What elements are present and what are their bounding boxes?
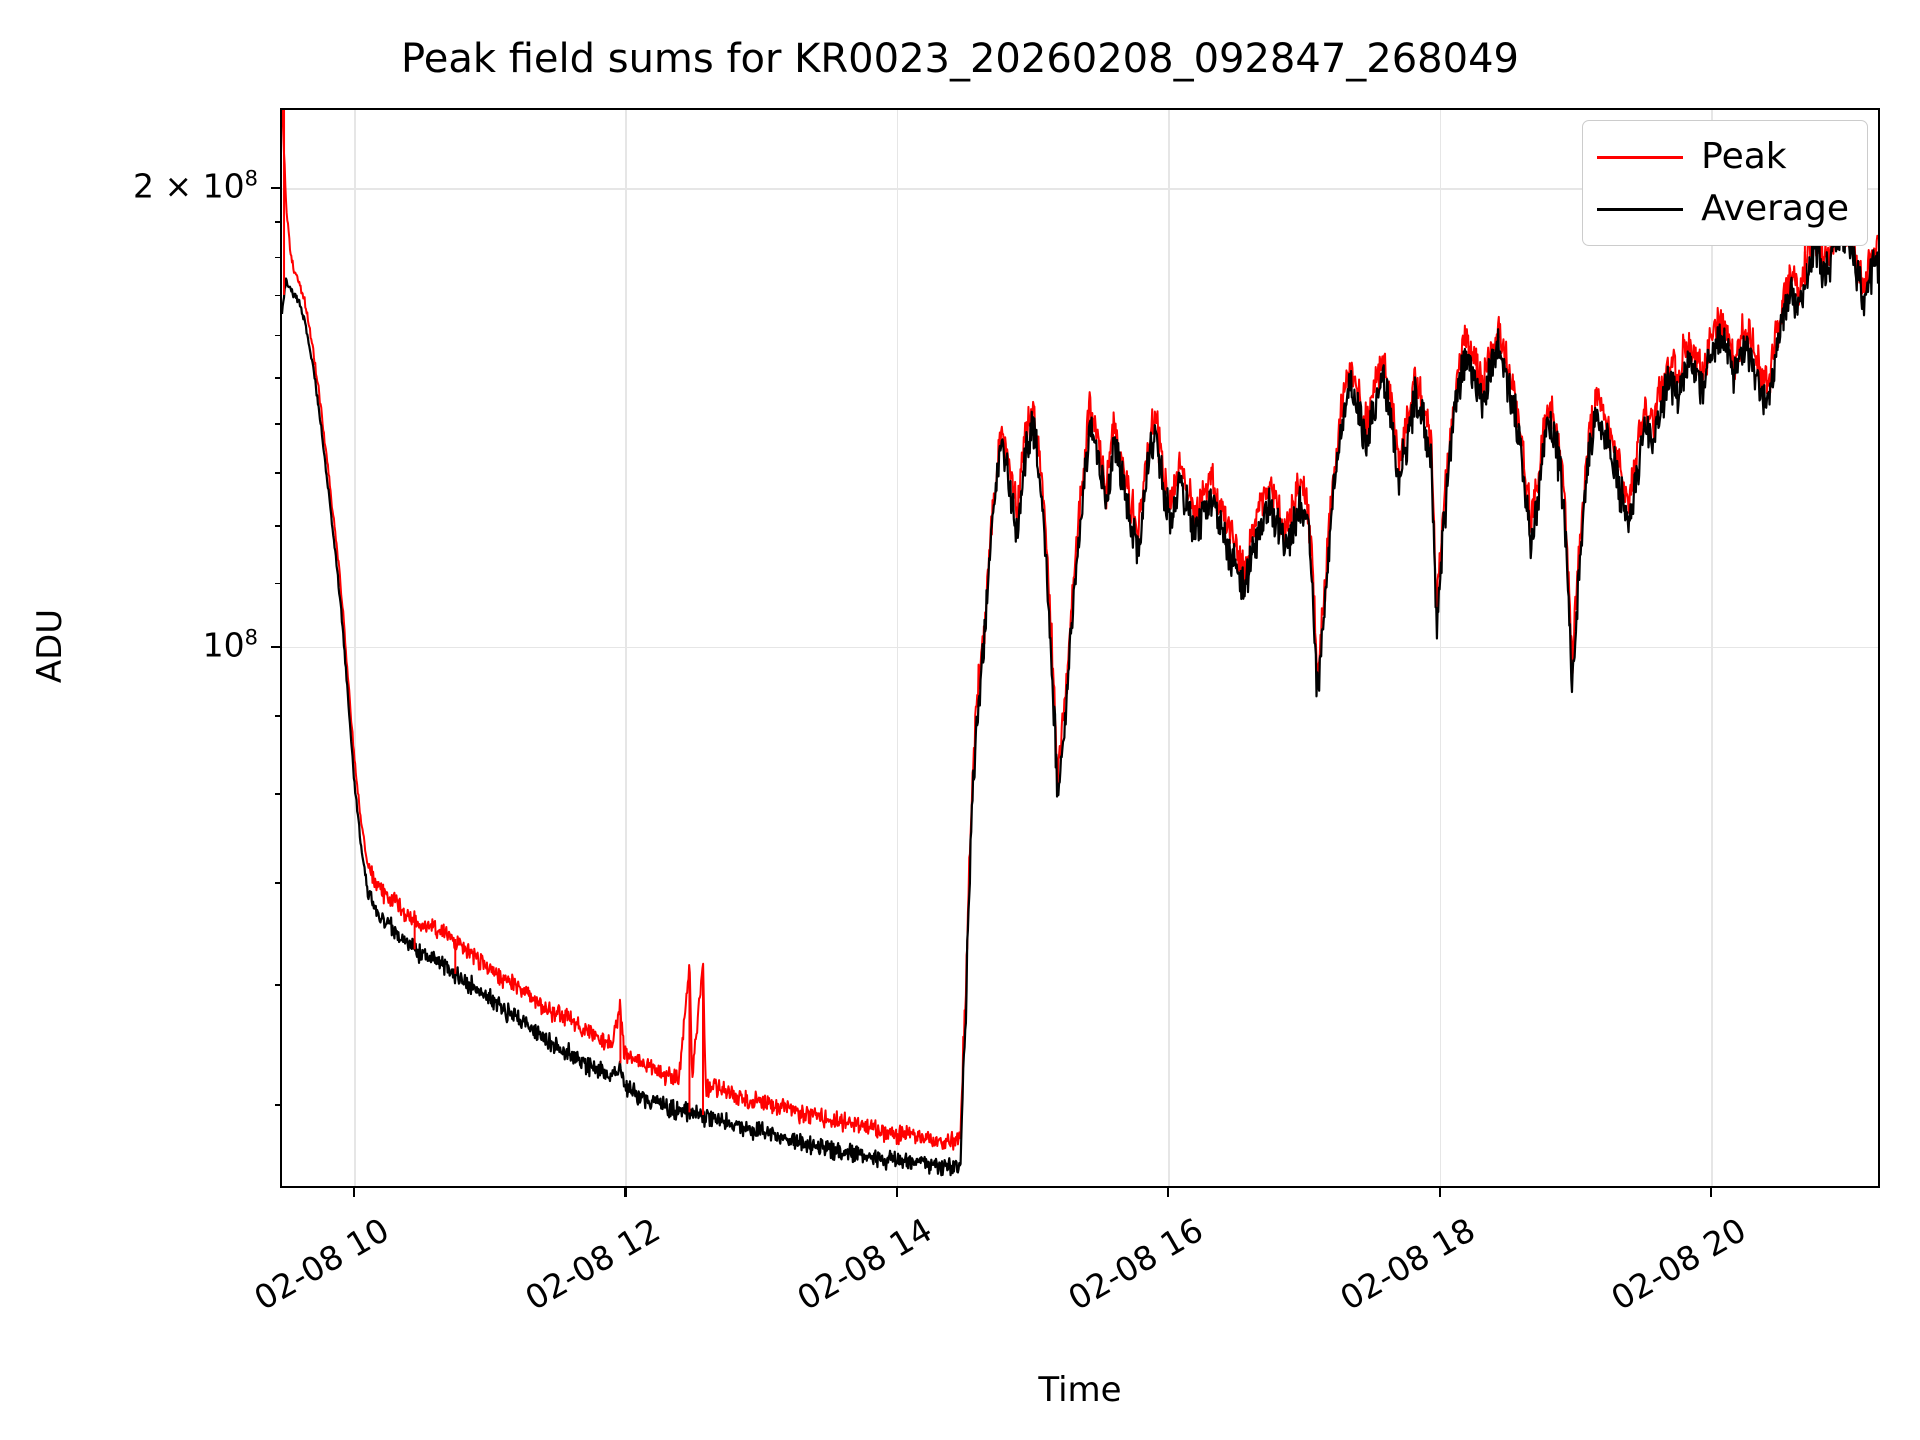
x-tick-mark bbox=[1438, 1186, 1441, 1197]
y-tick-label-exponent: 8 bbox=[244, 166, 258, 191]
legend[interactable]: Peak Average bbox=[1582, 120, 1868, 246]
gridline-vertical bbox=[896, 110, 899, 1186]
page-title: Peak field sums for KR0023_20260208_0928… bbox=[401, 36, 1519, 82]
plot-area: Peak Average bbox=[271, 108, 1880, 1197]
legend-label-average: Average bbox=[1701, 188, 1849, 229]
x-tick-label: 02-08 18 bbox=[1333, 1210, 1482, 1318]
x-tick-label: 02-08 14 bbox=[790, 1210, 939, 1318]
gridline-vertical bbox=[1439, 110, 1442, 1186]
y-tick-label-mantissa: 10 bbox=[202, 625, 245, 665]
legend-item-average[interactable]: Average bbox=[1597, 183, 1849, 235]
y-tick-label: 108 bbox=[40, 625, 258, 664]
x-tick-label: 02-08 12 bbox=[518, 1210, 667, 1318]
y-tick-minor bbox=[275, 793, 282, 796]
y-tick-minor bbox=[275, 983, 282, 986]
y-tick-mark bbox=[271, 645, 282, 648]
y-tick-label-mantissa: 2 × 10 bbox=[133, 166, 245, 206]
gridline-horizontal bbox=[282, 187, 1878, 190]
y-tick-minor bbox=[275, 525, 282, 527]
gridline-vertical bbox=[1168, 110, 1170, 1186]
legend-swatch-peak bbox=[1597, 155, 1684, 159]
y-tick-minor bbox=[275, 472, 282, 474]
grid-layer bbox=[282, 110, 1878, 1186]
gridline-vertical bbox=[1711, 110, 1713, 1186]
y-tick-minor bbox=[275, 377, 282, 380]
y-tick-label: 2 × 108 bbox=[40, 166, 258, 205]
x-tick-mark bbox=[895, 1186, 898, 1197]
y-tick-minor bbox=[275, 294, 282, 297]
x-tick-mark bbox=[624, 1186, 627, 1197]
legend-item-peak[interactable]: Peak bbox=[1597, 131, 1849, 183]
series-line-average bbox=[282, 214, 1878, 1176]
x-tick-mark bbox=[1710, 1186, 1713, 1197]
legend-swatch-average bbox=[1597, 207, 1684, 211]
y-tick-minor bbox=[275, 220, 282, 223]
x-axis-label: Time bbox=[1038, 1370, 1122, 1410]
x-tick-label: 02-08 10 bbox=[247, 1210, 396, 1318]
y-tick-minor bbox=[275, 715, 282, 718]
y-tick-minor bbox=[275, 256, 282, 259]
y-tick-minor bbox=[275, 881, 282, 884]
gridline-vertical bbox=[625, 110, 627, 1186]
y-tick-minor bbox=[275, 1104, 282, 1107]
x-tick-label: 02-08 16 bbox=[1061, 1210, 1210, 1318]
series-layer bbox=[282, 110, 1878, 1186]
y-tick-minor bbox=[275, 422, 282, 425]
y-tick-minor bbox=[275, 582, 282, 585]
gridline-horizontal bbox=[282, 646, 1878, 649]
x-tick-mark bbox=[1167, 1186, 1170, 1197]
y-tick-mark bbox=[271, 186, 282, 190]
y-tick-label-exponent: 8 bbox=[244, 625, 258, 650]
x-tick-mark bbox=[352, 1186, 356, 1197]
gridline-vertical bbox=[353, 110, 356, 1186]
legend-label-peak: Peak bbox=[1701, 136, 1787, 177]
y-tick-minor bbox=[275, 334, 282, 337]
series-line-peak bbox=[282, 110, 1878, 1150]
x-tick-label: 02-08 20 bbox=[1604, 1210, 1753, 1318]
